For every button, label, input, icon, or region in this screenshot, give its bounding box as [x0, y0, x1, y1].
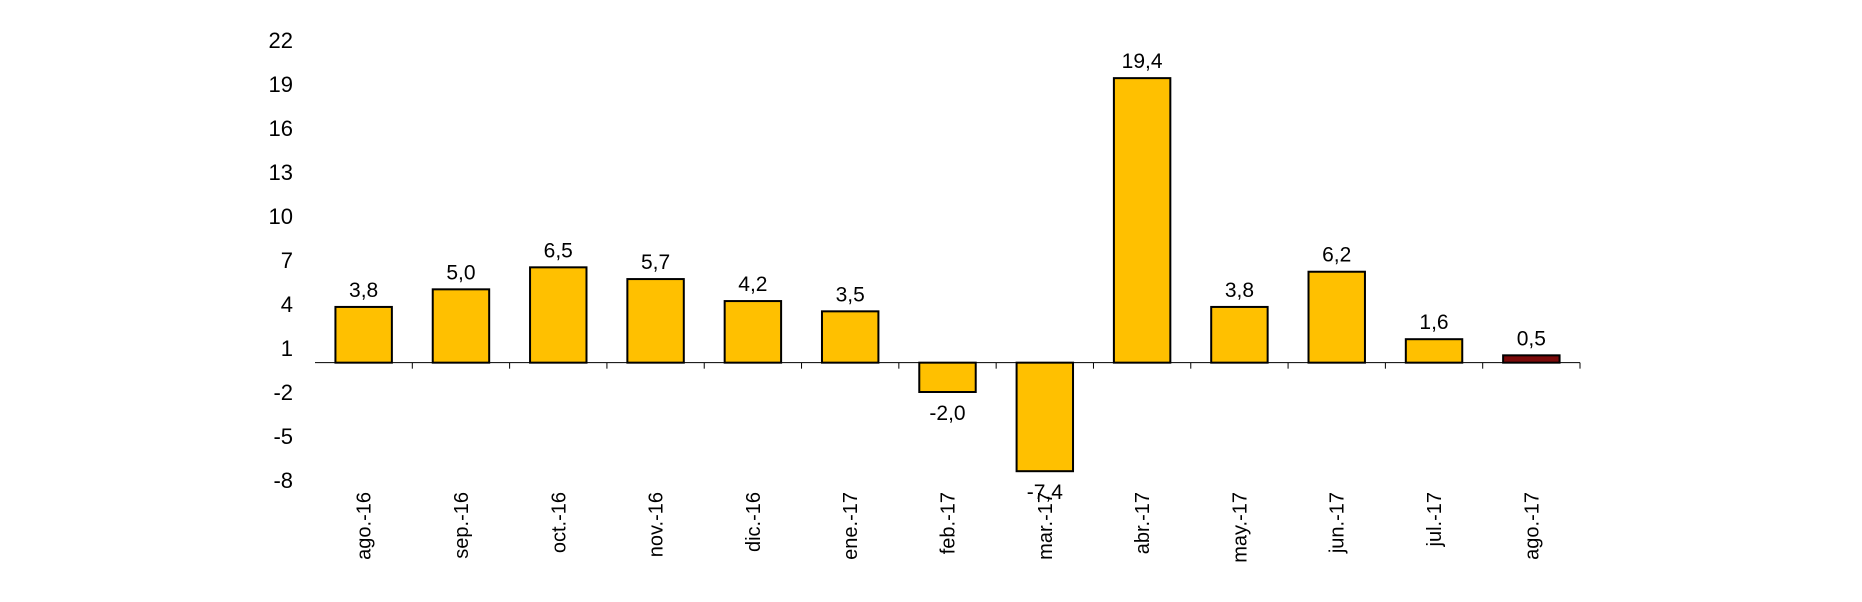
- x-tick-label: mar.-17: [1035, 492, 1057, 560]
- data-label: 4,2: [738, 273, 767, 296]
- x-tick-label: ene.-17: [840, 492, 862, 560]
- x-tick-label: ago.-16: [354, 492, 376, 560]
- bar-jun-17: [1307, 270, 1366, 364]
- bar-nov-16: [626, 278, 685, 364]
- bar-ago-17: [1502, 354, 1561, 364]
- x-tick-label: nov.-16: [646, 492, 668, 557]
- data-label: 3,5: [836, 283, 865, 306]
- y-tick-label: 4: [281, 292, 293, 317]
- x-tick-label: sep.-16: [451, 492, 473, 559]
- y-axis: 22 19 16 13 10 7 4 1 -2 -5 -8: [269, 28, 293, 493]
- data-label: 19,4: [1122, 50, 1163, 73]
- y-tick-label: -2: [273, 380, 293, 405]
- bar-jul-17: [1404, 338, 1464, 364]
- bar-oct-16: [529, 266, 588, 364]
- bar-sep-16: [431, 288, 491, 364]
- bar-ago-16: [334, 305, 393, 364]
- x-axis-labels: ago.-16 sep.-16 oct.-16 nov.-16 dic.-16 ene.-…: [354, 492, 1544, 563]
- data-label: -7,4: [1027, 481, 1064, 504]
- x-axis-ticks: [411, 362, 1581, 369]
- data-label: 6,5: [544, 239, 573, 262]
- x-tick-label: abr.-17: [1132, 492, 1154, 554]
- data-label: 3,8: [1225, 279, 1254, 302]
- data-label: 5,0: [446, 261, 475, 284]
- data-label: 6,2: [1322, 244, 1351, 267]
- bar-dic-16: [723, 300, 783, 364]
- bar-abr-17: [1112, 77, 1172, 364]
- x-tick-label: may.-17: [1229, 492, 1251, 563]
- x-tick-label: dic.-16: [743, 492, 765, 552]
- x-tick-label: ago.-17: [1521, 492, 1543, 560]
- bar-ene-17: [820, 310, 880, 364]
- x-tick-label: jul.-17: [1424, 492, 1446, 547]
- y-tick-label: 22: [269, 28, 293, 53]
- y-tick-label: 19: [269, 72, 293, 97]
- data-labels: 3,8 5,0 6,5 5,7 4,2 3,5 -2,0 -7,4 19,4 3,8 6,2 1,6 0…: [349, 50, 1546, 504]
- y-tick-label: -5: [273, 424, 293, 449]
- y-tick-label: 1: [281, 336, 293, 361]
- x-tick-label: feb.-17: [938, 492, 960, 554]
- y-tick-label: 13: [269, 160, 293, 185]
- bar-may-17: [1210, 305, 1269, 364]
- bar-mar-17: [1015, 361, 1075, 473]
- data-label: 0,5: [1517, 327, 1546, 350]
- y-tick-label: -8: [273, 468, 293, 493]
- y-tick-label: 10: [269, 204, 293, 229]
- x-tick-label: oct.-16: [548, 492, 570, 553]
- data-label: 3,8: [349, 279, 378, 302]
- data-label: 5,7: [641, 251, 670, 274]
- data-label: -2,0: [929, 402, 965, 425]
- bar-feb-17: [918, 361, 977, 393]
- y-tick-label: 16: [269, 116, 293, 141]
- data-label: 1,6: [1419, 311, 1448, 334]
- y-tick-label: 7: [281, 248, 293, 273]
- x-tick-label: jun.-17: [1327, 492, 1349, 554]
